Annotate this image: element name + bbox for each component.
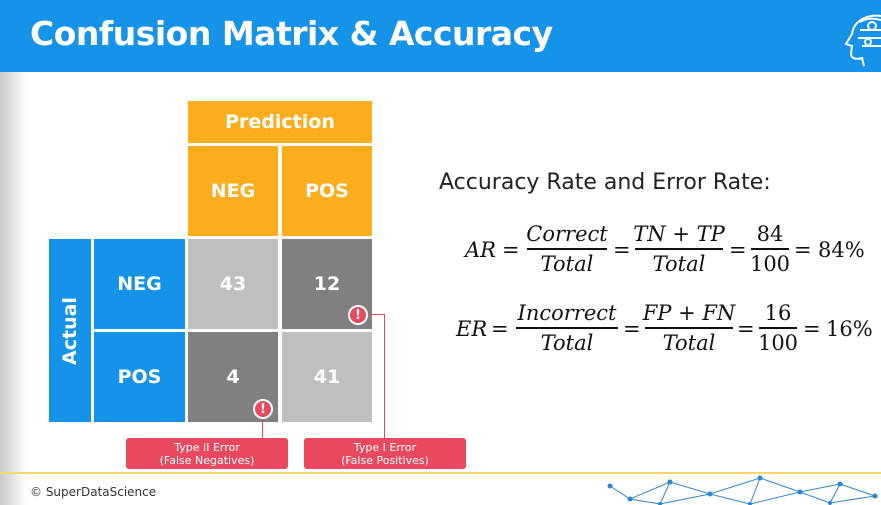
type1-connector-horizontal xyxy=(370,314,384,315)
type1-error-label: Type I Error (False Positives) xyxy=(304,438,466,469)
er-lhs: ER xyxy=(456,317,488,341)
brain-head-logo-icon xyxy=(844,14,881,67)
footer-divider xyxy=(0,472,881,474)
ar-f2-denominator: Total xyxy=(652,251,706,276)
ar-f1-denominator: Total xyxy=(540,251,594,276)
ar-equals-2: = xyxy=(613,238,631,262)
er-f3-numerator: 16 xyxy=(764,301,792,325)
er-f2-denominator: Total xyxy=(662,330,716,355)
ar-f1-numerator: Correct xyxy=(526,222,608,246)
er-fraction-2: FP + FN Total xyxy=(642,300,736,356)
er-f1-denominator: Total xyxy=(540,330,594,355)
er-equals-4: = xyxy=(803,317,821,341)
type2-connector xyxy=(262,419,263,438)
prediction-pos-label: POS xyxy=(282,146,372,236)
exclamation-icon: ! xyxy=(253,399,273,419)
ar-equals-4: = xyxy=(794,238,812,262)
copyright-text: © SuperDataScience xyxy=(30,485,157,499)
page-title: Confusion Matrix & Accuracy xyxy=(30,14,553,53)
cell-true-positive: 41 xyxy=(282,332,372,422)
ar-equals-1: = xyxy=(502,238,520,262)
exclamation-icon: ! xyxy=(348,305,368,325)
type2-error-title: Type II Error xyxy=(174,441,240,454)
formula-heading: Accuracy Rate and Error Rate: xyxy=(439,170,771,195)
actual-pos-label: POS xyxy=(94,332,185,422)
er-result: 16% xyxy=(826,317,873,341)
prediction-header: Prediction xyxy=(188,101,372,143)
ar-f3-denominator: 100 xyxy=(749,251,791,276)
header-bar: Confusion Matrix & Accuracy xyxy=(0,0,881,72)
er-fraction-3: 16 100 xyxy=(757,300,799,356)
er-f1-numerator: Incorrect xyxy=(517,301,617,325)
er-fraction-1: Incorrect Total xyxy=(516,300,618,356)
actual-header-label: Actual xyxy=(59,296,82,365)
actual-neg-label: NEG xyxy=(94,239,185,329)
ar-equals-3: = xyxy=(729,238,747,262)
type1-connector-vertical xyxy=(384,314,385,438)
type1-error-subtitle: (False Positives) xyxy=(341,454,429,467)
type1-error-title: Type I Error xyxy=(353,441,417,454)
er-equals-3: = xyxy=(737,317,755,341)
ar-result: 84% xyxy=(818,238,865,262)
prediction-neg-label: NEG xyxy=(188,146,278,236)
ar-f3-numerator: 84 xyxy=(756,222,784,246)
cell-false-positive: 12 xyxy=(282,239,372,329)
left-edge-shadow xyxy=(0,72,26,505)
network-graphic-icon xyxy=(607,475,878,505)
type2-error-label: Type II Error (False Negatives) xyxy=(126,438,288,469)
er-equals-2: = xyxy=(623,317,641,341)
type2-error-subtitle: (False Negatives) xyxy=(159,454,255,467)
er-equals-1: = xyxy=(491,317,509,341)
cell-true-negative: 43 xyxy=(188,239,278,329)
er-f2-numerator: FP + FN xyxy=(642,301,736,325)
actual-header: Actual xyxy=(49,239,91,422)
ar-fraction-1: Correct Total xyxy=(526,221,608,277)
ar-fraction-2: TN + TP Total xyxy=(633,221,725,277)
ar-lhs: AR xyxy=(465,238,496,262)
ar-fraction-3: 84 100 xyxy=(749,221,791,277)
ar-f2-numerator: TN + TP xyxy=(633,222,725,246)
er-f3-denominator: 100 xyxy=(757,330,799,355)
